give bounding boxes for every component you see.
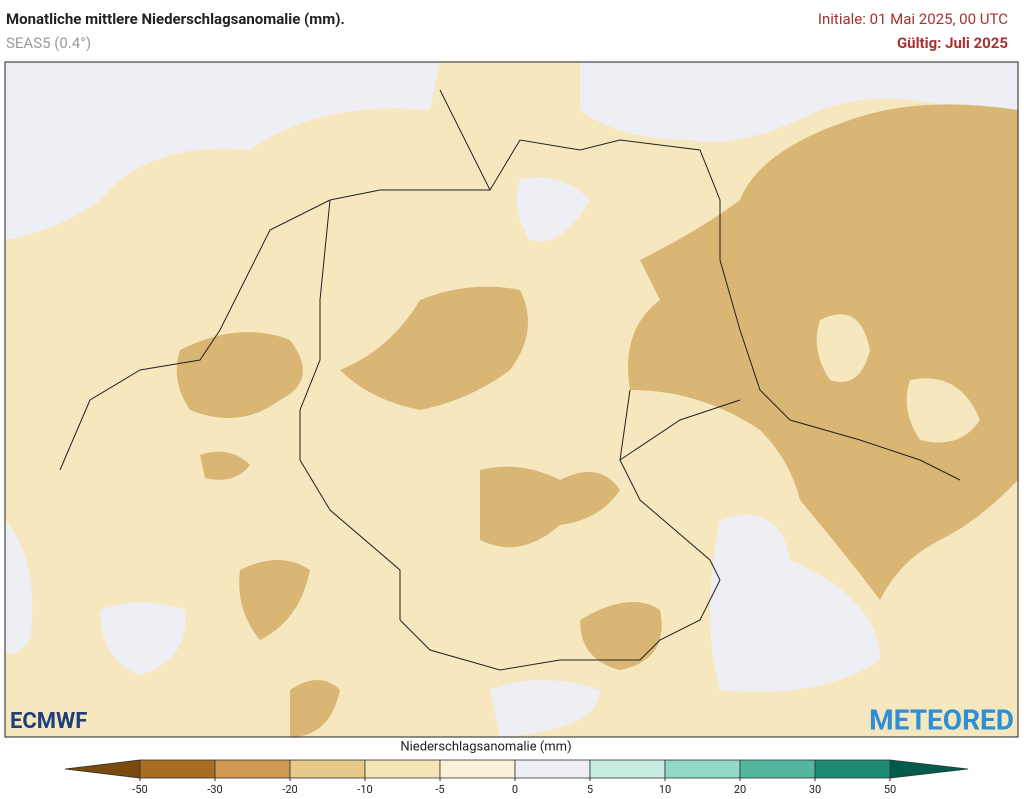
colorbar-segment (514, 759, 591, 779)
colorbar-segment (139, 759, 216, 779)
colorbar-tick-label: 30 (809, 783, 821, 796)
colorbar-segment (589, 759, 666, 779)
colorbar-segment (664, 759, 741, 779)
colorbar-tick-label: 50 (884, 783, 896, 796)
colorbar-tick-label: 0 (512, 783, 518, 796)
title: Monatliche mittlere Niederschlagsanomali… (6, 10, 345, 28)
colorbar-tick-label: 10 (659, 783, 671, 796)
colorbar-tick-label: 20 (734, 783, 746, 796)
colorbar-extend-low (64, 759, 141, 779)
map-frame (4, 61, 1019, 738)
subtitle: SEAS5 (0.4°) (6, 34, 91, 52)
colorbar-tick-label: -20 (282, 783, 297, 796)
colorbar-tick-label: -50 (132, 783, 147, 796)
colorbar-segment (814, 759, 891, 779)
colorbar-segment (739, 759, 816, 779)
valid-time: Gültig: Juli 2025 (897, 34, 1008, 52)
ecmwf-logo: ECMWF (10, 709, 87, 734)
colorbar-segment (289, 759, 366, 779)
colorbar: -50 -30 -20 -10 -5 0 5 10 20 30 50 (64, 759, 969, 796)
map (5, 62, 1018, 737)
colorbar-segment (439, 759, 516, 779)
colorbar-tick-label: -30 (207, 783, 222, 796)
colorbar-extend-high (889, 759, 969, 779)
init-time: Initiale: 01 Mai 2025, 00 UTC (818, 10, 1008, 28)
colorbar-tick-label: -10 (357, 783, 372, 796)
colorbar-tick-label: 5 (587, 783, 593, 796)
meteored-logo: METEORED (869, 703, 1014, 736)
colorbar-tick-label: -5 (435, 783, 444, 796)
colorbar-segment (214, 759, 291, 779)
colorbar-segment (364, 759, 441, 779)
colorbar-label: Niederschlagsanomalie (mm) (400, 739, 571, 754)
